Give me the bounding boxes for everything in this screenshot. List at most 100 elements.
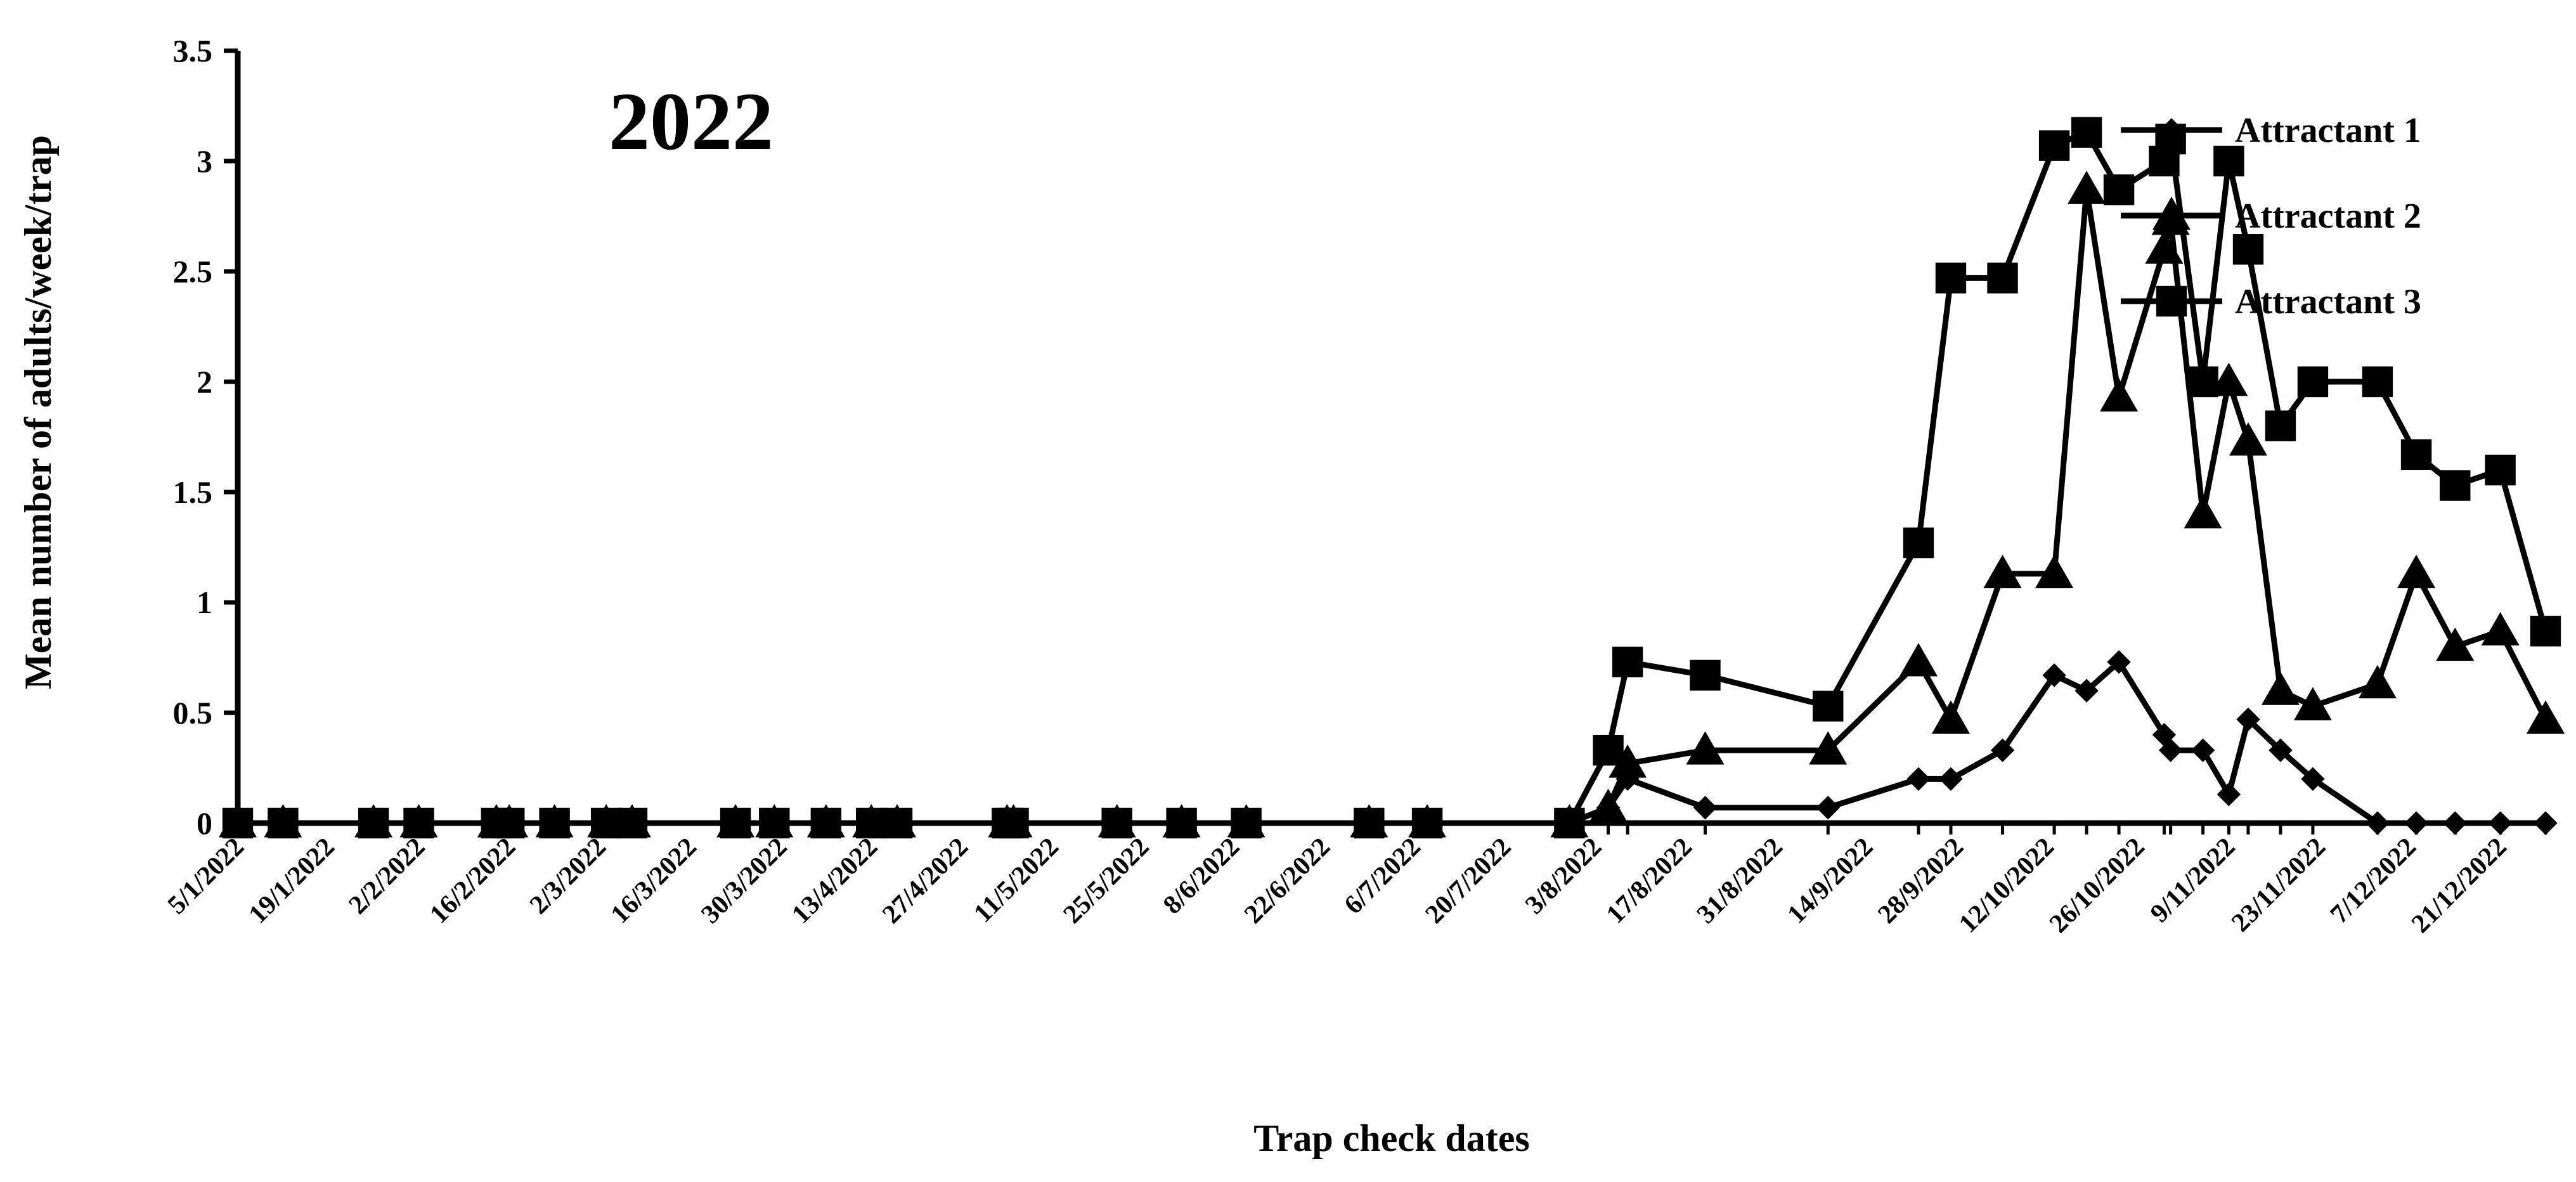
x-tick-label: 8/6/2022 bbox=[1158, 833, 1245, 920]
data-point bbox=[403, 807, 434, 839]
y-tick-label: 3.5 bbox=[173, 33, 213, 68]
data-point bbox=[2397, 554, 2436, 588]
data-point bbox=[2358, 665, 2397, 699]
data-point bbox=[2184, 495, 2222, 529]
data-point bbox=[2297, 366, 2329, 398]
x-tick-label: 7/12/2022 bbox=[2325, 833, 2422, 930]
data-point bbox=[1101, 807, 1132, 839]
data-point bbox=[881, 807, 913, 839]
y-tick-label: 0 bbox=[197, 805, 212, 841]
x-tick-label: 23/11/2022 bbox=[2226, 833, 2331, 938]
data-point bbox=[1554, 807, 1585, 839]
data-point bbox=[759, 807, 790, 839]
x-tick-label: 26/10/2022 bbox=[2044, 833, 2151, 939]
data-point bbox=[1354, 807, 1385, 839]
data-point bbox=[2534, 811, 2558, 835]
x-tick-label: 27/4/2022 bbox=[877, 833, 974, 930]
x-tick-label: 16/2/2022 bbox=[424, 833, 521, 930]
data-point bbox=[856, 807, 887, 839]
x-axis-title: Trap check dates bbox=[1253, 1117, 1530, 1159]
data-point bbox=[2488, 811, 2513, 835]
data-point bbox=[2038, 130, 2070, 161]
data-point bbox=[2107, 650, 2131, 674]
data-point bbox=[2265, 410, 2296, 441]
x-tick-label: 31/8/2022 bbox=[1692, 833, 1789, 930]
data-point bbox=[2035, 554, 2074, 588]
legend-label: Attractant 2 bbox=[2235, 197, 2421, 236]
data-point bbox=[1990, 738, 2015, 762]
x-tick-label: 16/3/2022 bbox=[605, 833, 702, 930]
x-tick-label: 9/11/2022 bbox=[2145, 833, 2241, 928]
data-point bbox=[1693, 795, 1718, 820]
x-tick-label: 11/5/2022 bbox=[968, 833, 1064, 928]
data-point bbox=[222, 807, 254, 839]
data-point bbox=[2158, 738, 2183, 762]
data-point bbox=[1809, 731, 1848, 765]
data-point bbox=[2269, 738, 2293, 762]
data-point bbox=[2530, 616, 2561, 647]
series-lines bbox=[238, 129, 2549, 826]
data-point bbox=[2042, 663, 2066, 687]
y-tick-label: 1.5 bbox=[173, 474, 213, 510]
data-point bbox=[1939, 767, 1963, 791]
data-point bbox=[1813, 691, 1844, 722]
data-point bbox=[2362, 366, 2393, 398]
legend-marker bbox=[2159, 118, 2184, 142]
data-point bbox=[1612, 646, 1643, 678]
x-tick-label: 19/1/2022 bbox=[243, 833, 340, 930]
data-point bbox=[2100, 378, 2139, 412]
legend-marker bbox=[2156, 285, 2187, 317]
data-point bbox=[616, 807, 648, 839]
legend-label: Attractant 3 bbox=[2235, 282, 2421, 321]
y-tick-label: 2 bbox=[197, 364, 212, 399]
x-tick-label: 22/6/2022 bbox=[1239, 833, 1336, 930]
data-point bbox=[720, 807, 751, 839]
data-point bbox=[2301, 767, 2325, 791]
data-point bbox=[590, 807, 622, 839]
data-point bbox=[1608, 744, 1647, 778]
x-tick-label: 20/7/2022 bbox=[1420, 833, 1517, 930]
y-tick-labels: 0 0.5 1 1.5 2 2.5 3 3.5 bbox=[173, 33, 213, 841]
data-point bbox=[358, 807, 389, 839]
data-point bbox=[2440, 470, 2471, 501]
data-point bbox=[2210, 363, 2248, 396]
data-point bbox=[2400, 439, 2432, 471]
axes bbox=[224, 48, 2551, 835]
data-point bbox=[1931, 700, 1970, 734]
x-tick-label: 2/2/2022 bbox=[343, 833, 430, 920]
x-tick-label: 12/10/2022 bbox=[1953, 833, 2060, 939]
y-tick-label: 3 bbox=[197, 143, 212, 179]
x-tick-label: 3/8/2022 bbox=[1520, 833, 1607, 920]
data-point bbox=[2261, 672, 2300, 705]
data-point bbox=[1816, 795, 1840, 820]
x-tick-label: 25/5/2022 bbox=[1058, 833, 1155, 930]
data-point bbox=[2436, 627, 2475, 661]
data-point bbox=[1690, 659, 1721, 691]
data-point bbox=[2187, 366, 2218, 398]
data-point bbox=[1589, 788, 1628, 822]
data-point bbox=[2366, 811, 2390, 835]
data-point bbox=[2074, 679, 2099, 703]
data-point bbox=[2527, 700, 2565, 734]
data-point bbox=[2103, 174, 2135, 205]
data-point bbox=[1593, 734, 1624, 766]
data-point bbox=[2293, 687, 2332, 721]
series-markers bbox=[219, 117, 2565, 839]
y-tick-label: 2.5 bbox=[173, 254, 213, 289]
data-point bbox=[1903, 527, 1934, 559]
data-point bbox=[2481, 612, 2520, 646]
data-point bbox=[810, 807, 842, 839]
data-point bbox=[2217, 783, 2241, 807]
x-tick-label: 13/4/2022 bbox=[786, 833, 883, 930]
data-point bbox=[2071, 117, 2102, 148]
data-point bbox=[1987, 263, 2018, 294]
x-tick-label: 5/1/2022 bbox=[162, 833, 250, 920]
x-tick-label: 28/9/2022 bbox=[1872, 833, 1969, 930]
data-point bbox=[1906, 767, 1931, 791]
data-point bbox=[268, 807, 299, 839]
legend-label: Attractant 1 bbox=[2235, 111, 2421, 150]
data-point bbox=[1686, 731, 1725, 765]
x-tick-label: 17/8/2022 bbox=[1601, 833, 1698, 930]
